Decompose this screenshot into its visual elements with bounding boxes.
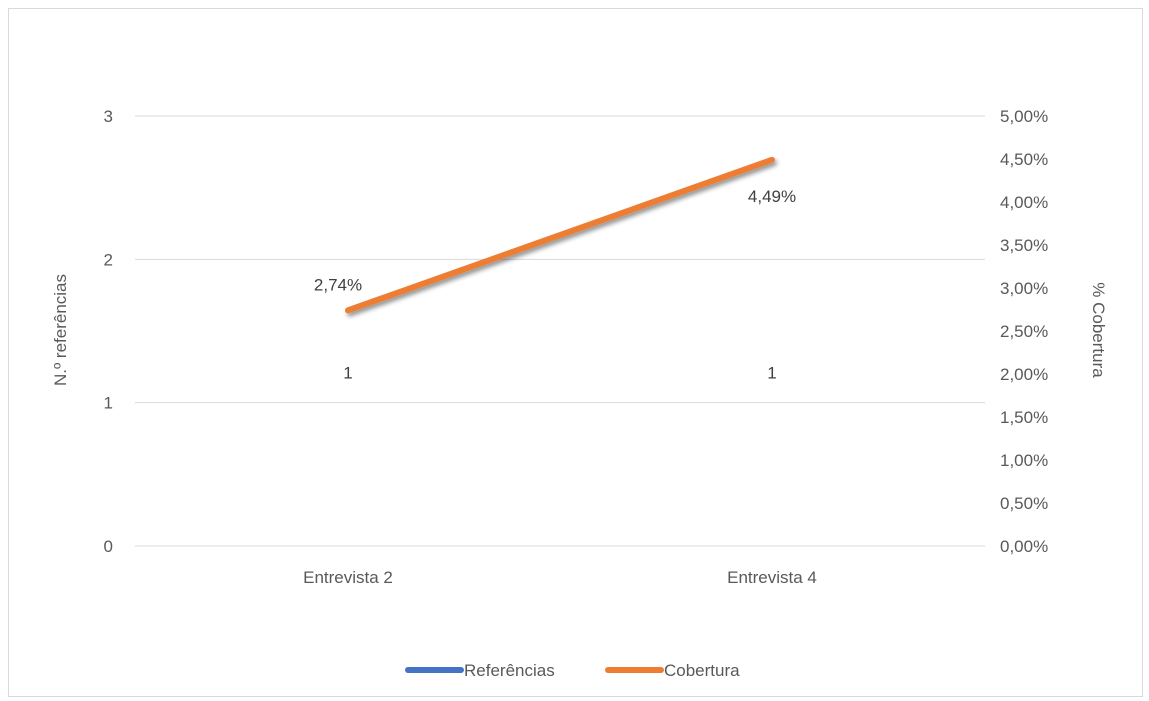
right-tick-label: 0,00% [1000, 537, 1048, 556]
x-tick-label: Entrevista 4 [727, 568, 817, 587]
legend-label: Referências [464, 661, 555, 680]
right-tick-label: 3,50% [1000, 236, 1048, 255]
x-tick-label: Entrevista 2 [303, 568, 393, 587]
series-line-2 [345, 156, 775, 314]
right-tick-label: 4,00% [1000, 193, 1048, 212]
data-label: 1 [767, 364, 776, 383]
right-tick-label: 1,00% [1000, 451, 1048, 470]
right-tick-label: 5,00% [1000, 107, 1048, 126]
gridlines [135, 115, 985, 547]
right-axis-ticks: 0,00% 0,50% 1,00% 1,50% 2,00% 2,50% 3,00% 3,50%… [1000, 107, 1048, 556]
right-tick-label: 2,50% [1000, 322, 1048, 341]
right-tick-label: 0,50% [1000, 494, 1048, 513]
left-tick-label: 3 [104, 107, 113, 126]
left-axis-title: N.º referências [51, 274, 70, 386]
data-label: 4,49% [748, 187, 796, 206]
left-tick-label: 0 [104, 537, 113, 556]
legend: Referências Cobertura [405, 661, 740, 680]
series-lines [345, 156, 775, 406]
left-axis-ticks: 0 1 2 3 [104, 107, 113, 556]
data-label: 2,74% [314, 275, 362, 294]
right-axis-title: % Cobertura [1089, 282, 1108, 378]
data-labels: 1 1 2,74% 4,49% [314, 187, 796, 383]
right-tick-label: 2,00% [1000, 365, 1048, 384]
data-label: 1 [343, 364, 352, 383]
left-tick-label: 1 [104, 394, 113, 413]
x-axis-ticks: Entrevista 2 Entrevista 4 [303, 568, 817, 587]
legend-label: Cobertura [664, 661, 740, 680]
right-tick-label: 4,50% [1000, 150, 1048, 169]
chart-frame [8, 8, 1143, 697]
right-tick-label: 3,00% [1000, 279, 1048, 298]
right-tick-label: 1,50% [1000, 408, 1048, 427]
left-tick-label: 2 [104, 250, 113, 269]
